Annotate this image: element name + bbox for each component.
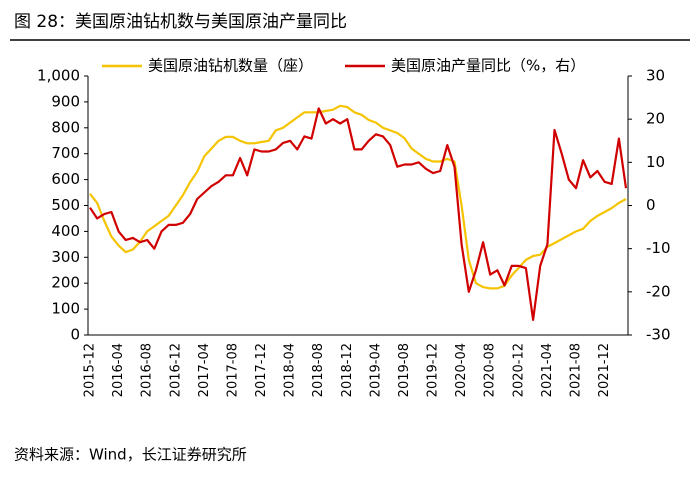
legend-label: 美国原油钻机数量（座） — [148, 57, 313, 75]
x-tick-label: 2021-04 — [540, 343, 555, 397]
x-tick-label: 2016-08 — [140, 343, 155, 397]
y2-tick-label: 10 — [646, 153, 665, 171]
x-tick-label: 2016-04 — [111, 343, 126, 397]
x-tick-label: 2018-08 — [311, 343, 326, 397]
y-tick-label: 100 — [51, 300, 80, 318]
y2-tick-label: 30 — [646, 67, 665, 85]
x-tick-label: 2017-04 — [197, 343, 212, 397]
y-tick-label: 200 — [51, 274, 80, 292]
x-tick-label: 2018-12 — [340, 343, 355, 397]
x-tick-label: 2016-12 — [168, 343, 183, 397]
y-tick-label: 1,000 — [37, 67, 80, 85]
y2-tick-label: -10 — [646, 239, 671, 257]
chart-title: 图 28：美国原油钻机数与美国原油产量同比 — [14, 12, 347, 32]
x-tick-label: 2017-12 — [254, 343, 269, 397]
x-tick-label: 2017-08 — [225, 343, 240, 397]
y-tick-label: 900 — [51, 92, 80, 110]
y2-tick-label: -20 — [646, 282, 671, 300]
x-tick-label: 2019-12 — [426, 343, 441, 397]
y-tick-label: 600 — [51, 170, 80, 188]
legend-label: 美国原油产量同比（%，右） — [391, 57, 585, 75]
source: 资料来源：Wind，长江证券研究所 — [14, 446, 247, 464]
x-tick-label: 2020-04 — [454, 343, 469, 397]
x-tick-label: 2019-08 — [397, 343, 412, 397]
y2-tick-label: 20 — [646, 110, 665, 128]
series-line — [89, 107, 628, 321]
x-tick-label: 2015-12 — [83, 343, 98, 397]
y-tick-label: 500 — [51, 196, 80, 214]
x-tick-label: 2020-08 — [483, 343, 498, 397]
series-line — [89, 104, 627, 290]
y-tick-label: 400 — [51, 222, 80, 240]
x-tick-label: 2021-12 — [597, 343, 612, 397]
y-tick-label: 300 — [51, 248, 80, 266]
x-tick-label: 2021-08 — [568, 343, 583, 397]
x-tick-label: 2019-04 — [368, 343, 383, 397]
x-tick-label: 2018-04 — [283, 343, 298, 397]
y-tick-label: 0 — [70, 326, 80, 344]
y2-tick-label: -30 — [646, 326, 671, 344]
y-tick-label: 700 — [51, 144, 80, 162]
y2-tick-label: 0 — [646, 196, 656, 214]
x-tick-label: 2020-12 — [511, 343, 526, 397]
y-tick-label: 800 — [51, 118, 80, 136]
